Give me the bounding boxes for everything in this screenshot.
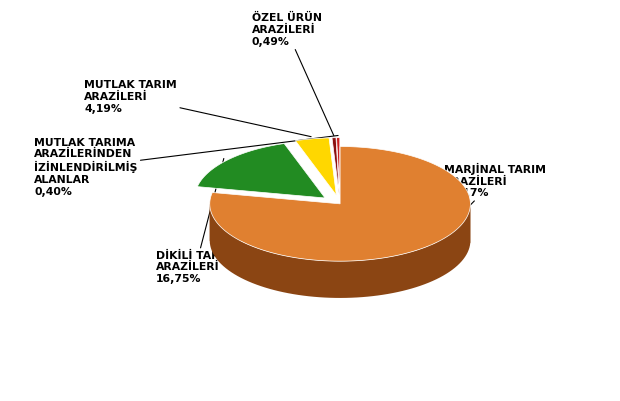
Polygon shape (197, 144, 325, 198)
Polygon shape (340, 204, 471, 243)
Text: DİKİLİ TARIM
ARAZİLERİ
16,75%: DİKİLİ TARIM ARAZİLERİ 16,75% (156, 158, 234, 284)
Text: MARJİNAL TARIM
ARAZİLERİ
78,17%: MARJİNAL TARIM ARAZİLERİ 78,17% (426, 163, 546, 250)
Polygon shape (332, 138, 339, 195)
Polygon shape (210, 204, 340, 241)
Polygon shape (296, 138, 336, 195)
Polygon shape (210, 204, 471, 298)
Text: ÖZEL ÜRÜN
ARAZİLERİ
0,49%: ÖZEL ÜRÜN ARAZİLERİ 0,49% (252, 13, 334, 136)
Polygon shape (210, 146, 471, 261)
Polygon shape (337, 138, 340, 195)
Text: MUTLAK TARIM
ARAZİLERİ
4,19%: MUTLAK TARIM ARAZİLERİ 4,19% (84, 80, 311, 137)
Text: MUTLAK TARIMA
ARAZİLERİNDEN
İZİNLENDİRİLMİŞ
ALANLAR
0,40%: MUTLAK TARIMA ARAZİLERİNDEN İZİNLENDİRİL… (34, 136, 338, 196)
